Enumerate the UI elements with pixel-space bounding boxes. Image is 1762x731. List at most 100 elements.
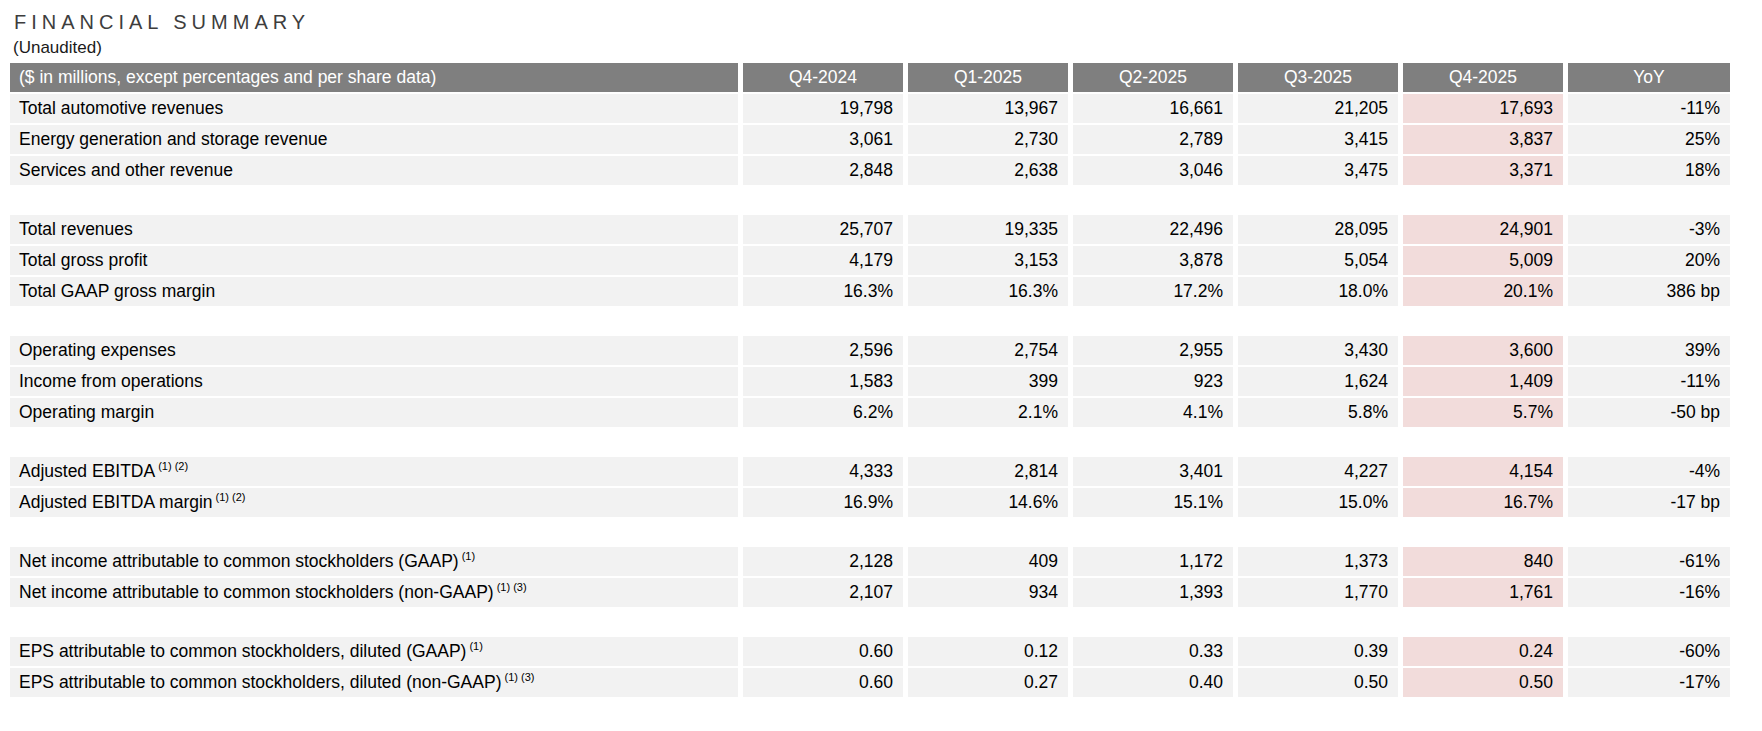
table-row: Adjusted EBITDA(1) (2)4,3332,8143,4014,2… (10, 457, 1730, 486)
cell-q4-2025: 3,600 (1403, 336, 1563, 365)
row-label-text: Total gross profit (19, 250, 147, 270)
row-label-text: Operating expenses (19, 340, 176, 360)
spacer-cell (1403, 429, 1563, 455)
footnote-marker: (1) (3) (504, 671, 534, 683)
cell-q1-2025: 19,335 (908, 215, 1068, 244)
spacer-row (10, 187, 1730, 213)
spacer-row (10, 609, 1730, 635)
row-label: Adjusted EBITDA(1) (2) (10, 457, 738, 486)
cell-q4-2024: 16.9% (743, 488, 903, 517)
table-row: Energy generation and storage revenue 3,0… (10, 125, 1730, 154)
cell-q4-2025: 20.1% (1403, 277, 1563, 306)
cell-q1-2025: 399 (908, 367, 1068, 396)
cell-q1-2025: 934 (908, 578, 1068, 607)
cell-q2-2025: 923 (1073, 367, 1233, 396)
spacer-cell (908, 519, 1068, 545)
page-subtitle: (Unaudited) (13, 37, 1762, 58)
spacer-cell (10, 429, 738, 455)
row-label: Operating expenses (10, 336, 738, 365)
row-label-text: Total automotive revenues (19, 98, 223, 118)
cell-q2-2025: 2,789 (1073, 125, 1233, 154)
cell-q1-2025: 14.6% (908, 488, 1068, 517)
spacer-cell (1403, 308, 1563, 334)
spacer-cell (743, 429, 903, 455)
cell-q4-2024: 16.3% (743, 277, 903, 306)
cell-q4-2025: 1,409 (1403, 367, 1563, 396)
cell-yoy: -4% (1568, 457, 1730, 486)
cell-yoy: 39% (1568, 336, 1730, 365)
cell-q4-2025: 17,693 (1403, 94, 1563, 123)
table-row: Total automotive revenues19,79813,96716,… (10, 94, 1730, 123)
spacer-cell (1073, 609, 1233, 635)
row-label-text: Energy generation and storage revenue (19, 129, 327, 149)
spacer-cell (1238, 519, 1398, 545)
cell-q2-2025: 1,393 (1073, 578, 1233, 607)
footnote-marker: (1) (462, 550, 475, 562)
cell-q4-2025: 5.7% (1403, 398, 1563, 427)
cell-yoy: 386 bp (1568, 277, 1730, 306)
cell-q4-2025: 3,837 (1403, 125, 1563, 154)
row-label-text: Net income attributable to common stockh… (19, 582, 494, 602)
table-row: Operating margin6.2%2.1%4.1%5.8%5.7%-50 … (10, 398, 1730, 427)
cell-q2-2025: 15.1% (1073, 488, 1233, 517)
cell-q1-2025: 3,153 (908, 246, 1068, 275)
cell-q3-2025: 5.8% (1238, 398, 1398, 427)
cell-q3-2025: 0.50 (1238, 668, 1398, 697)
spacer-cell (10, 609, 738, 635)
cell-q4-2024: 3,061 (743, 125, 903, 154)
cell-q2-2025: 3,046 (1073, 156, 1233, 185)
cell-yoy: 18% (1568, 156, 1730, 185)
spacer-cell (1073, 429, 1233, 455)
cell-q1-2025: 409 (908, 547, 1068, 576)
row-label-text: Total GAAP gross margin (19, 281, 215, 301)
table-row: EPS attributable to common stockholders,… (10, 668, 1730, 697)
table-row: Operating expenses2,5962,7542,9553,4303,… (10, 336, 1730, 365)
row-label-text: Operating margin (19, 402, 154, 422)
cell-q4-2024: 0.60 (743, 637, 903, 666)
spacer-cell (10, 308, 738, 334)
cell-q3-2025: 28,095 (1238, 215, 1398, 244)
row-label-text: Services and other revenue (19, 160, 233, 180)
cell-q3-2025: 15.0% (1238, 488, 1398, 517)
cell-yoy: -17% (1568, 668, 1730, 697)
cell-q4-2025: 1,761 (1403, 578, 1563, 607)
cell-q2-2025: 3,878 (1073, 246, 1233, 275)
cell-q3-2025: 18.0% (1238, 277, 1398, 306)
table-row: Income from operations1,5833999231,6241,… (10, 367, 1730, 396)
cell-q2-2025: 17.2% (1073, 277, 1233, 306)
spacer-cell (908, 429, 1068, 455)
cell-q2-2025: 2,955 (1073, 336, 1233, 365)
row-label: Services and other revenue (10, 156, 738, 185)
spacer-cell (1568, 429, 1730, 455)
row-label: Energy generation and storage revenue (10, 125, 738, 154)
cell-q4-2024: 4,179 (743, 246, 903, 275)
spacer-cell (1568, 187, 1730, 213)
row-label: Adjusted EBITDA margin(1) (2) (10, 488, 738, 517)
cell-q4-2024: 1,583 (743, 367, 903, 396)
row-label-text: Net income attributable to common stockh… (19, 551, 459, 571)
row-label: Income from operations (10, 367, 738, 396)
column-header-q4-2025: Q4-2025 (1403, 63, 1563, 92)
spacer-row (10, 429, 1730, 455)
spacer-cell (1238, 429, 1398, 455)
cell-q4-2025: 840 (1403, 547, 1563, 576)
footnote-marker: (1) (469, 640, 482, 652)
spacer-cell (1238, 609, 1398, 635)
cell-q4-2024: 0.60 (743, 668, 903, 697)
table-row: EPS attributable to common stockholders,… (10, 637, 1730, 666)
spacer-cell (1568, 519, 1730, 545)
cell-yoy: -11% (1568, 94, 1730, 123)
row-label: Total automotive revenues (10, 94, 738, 123)
footnote-marker: (1) (2) (158, 460, 188, 472)
spacer-cell (1403, 519, 1563, 545)
spacer-cell (908, 308, 1068, 334)
cell-q2-2025: 1,172 (1073, 547, 1233, 576)
spacer-cell (908, 609, 1068, 635)
column-header-q3-2025: Q3-2025 (1238, 63, 1398, 92)
row-label-text: Adjusted EBITDA (19, 461, 155, 481)
spacer-cell (743, 519, 903, 545)
cell-q1-2025: 2.1% (908, 398, 1068, 427)
cell-yoy: 25% (1568, 125, 1730, 154)
cell-q2-2025: 3,401 (1073, 457, 1233, 486)
spacer-cell (743, 609, 903, 635)
